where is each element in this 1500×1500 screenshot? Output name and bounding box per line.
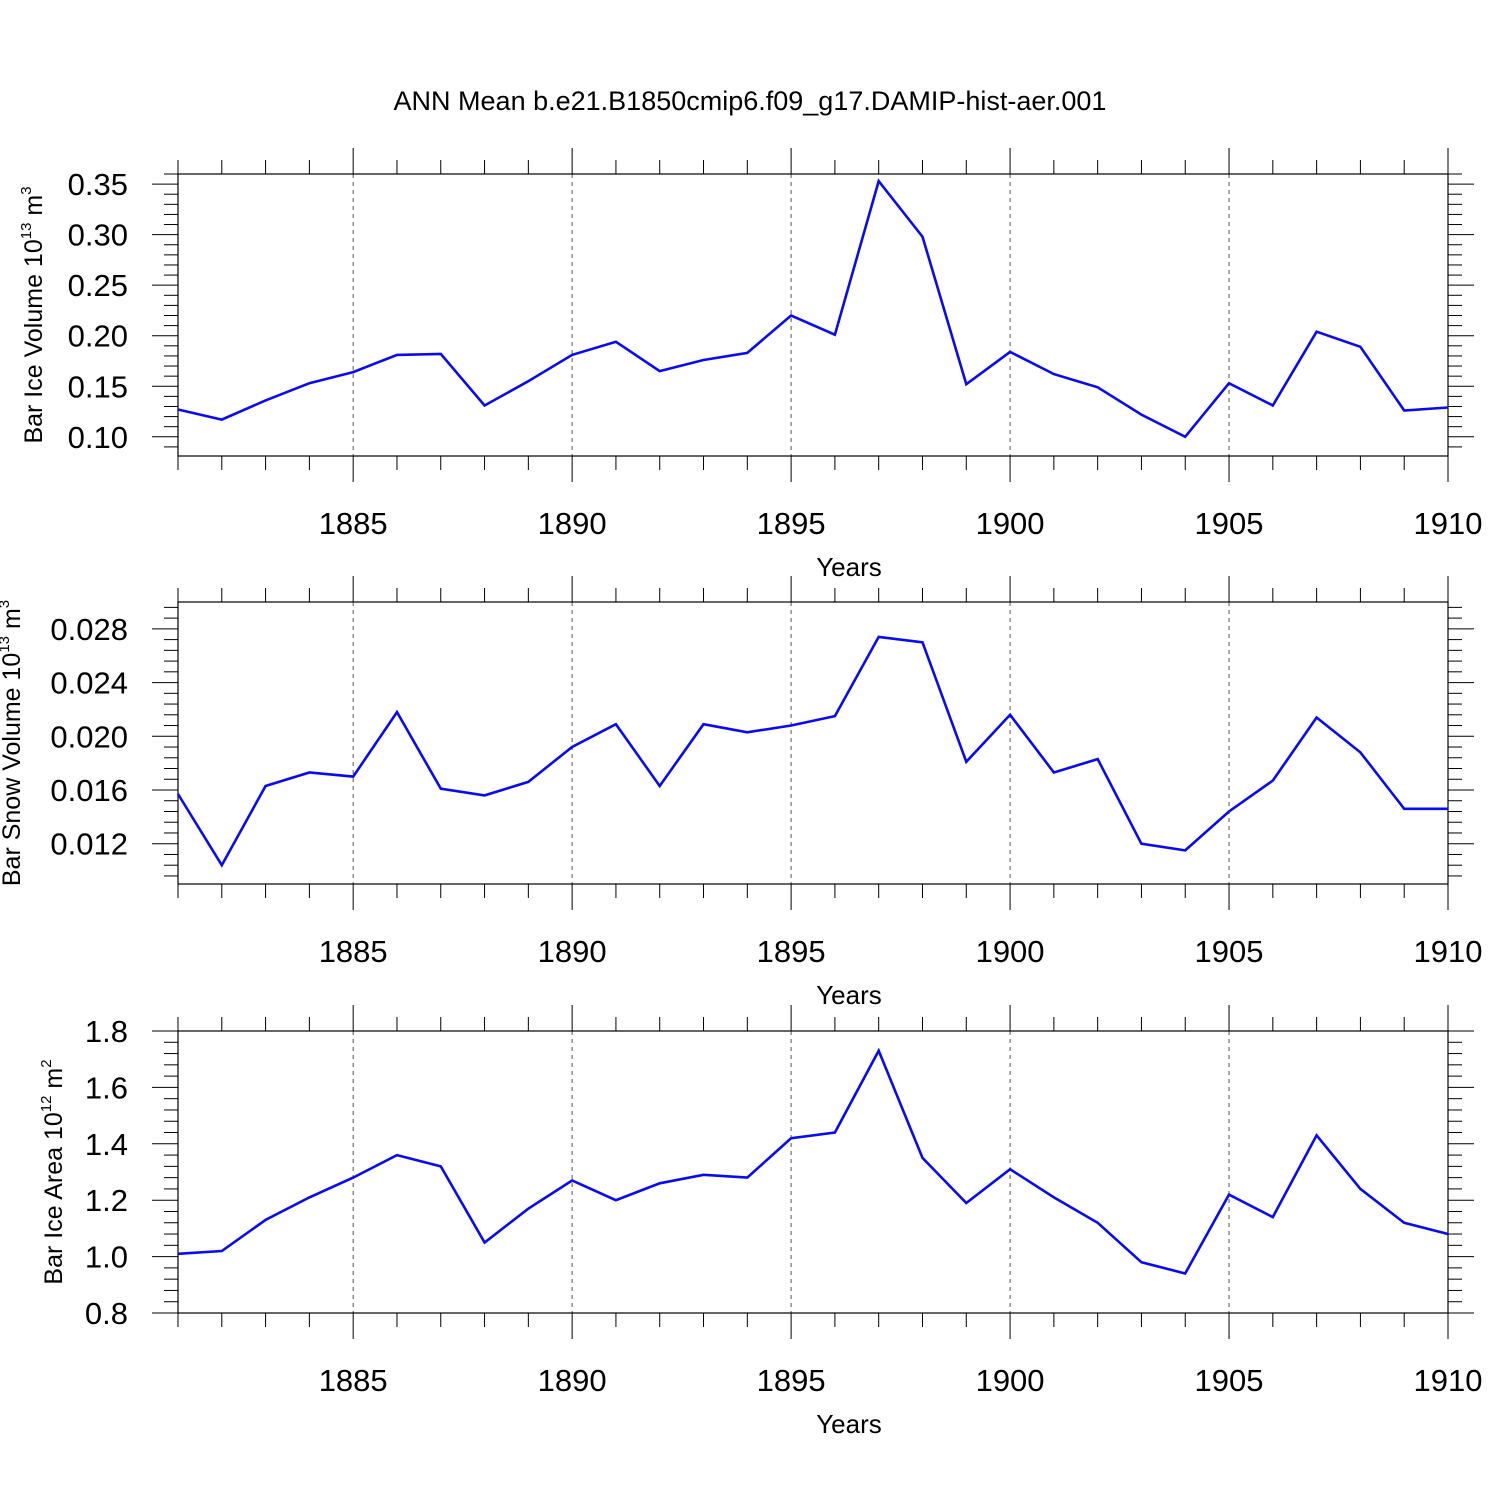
y-axis-label: Bar Ice Volume 1013 m3 bbox=[18, 186, 48, 443]
y-tick-label: 0.20 bbox=[68, 319, 128, 354]
x-axis-label: Years bbox=[816, 552, 882, 582]
y-tick-label: 0.016 bbox=[50, 773, 128, 808]
x-tick-label: 1910 bbox=[1414, 934, 1483, 969]
plot-frame bbox=[177, 173, 1449, 457]
y-tick-label: 0.020 bbox=[50, 719, 128, 754]
x-axis-label: Years bbox=[816, 1409, 882, 1439]
y-axis-label: Bar Ice Area 1012 m2 bbox=[38, 1059, 68, 1284]
chart-panel-2: 1885 1890 1895 1900 1905 1910 Years 0.012 0.016 0… bbox=[0, 576, 1482, 1010]
x-tick-label: 1895 bbox=[757, 1363, 826, 1398]
y-tick-label: 0.15 bbox=[68, 369, 128, 404]
x-tick-label: 1885 bbox=[319, 1363, 388, 1398]
x-tick-label: 1910 bbox=[1414, 506, 1483, 541]
x-tick-label: 1895 bbox=[757, 934, 826, 969]
y-tick-label: 0.35 bbox=[68, 167, 128, 202]
y-tick-label: 1.4 bbox=[85, 1127, 128, 1162]
x-tick-label: 1890 bbox=[538, 1363, 607, 1398]
y-tick-label: 0.024 bbox=[50, 666, 128, 701]
plot-frame bbox=[177, 1030, 1449, 1314]
x-tick-label: 1885 bbox=[319, 934, 388, 969]
x-tick-label: 1905 bbox=[1195, 934, 1264, 969]
x-axis-label: Years bbox=[816, 980, 882, 1010]
y-tick-label: 1.6 bbox=[85, 1070, 128, 1105]
chart-panel-1: 1885 1890 1895 1900 1905 1910 Years 0.10 0.15 0.2… bbox=[18, 148, 1482, 582]
y-tick-label: 0.8 bbox=[85, 1296, 128, 1331]
x-tick-label: 1895 bbox=[757, 506, 826, 541]
series-line bbox=[176, 635, 1448, 868]
y-axis-label: Bar Snow Volume 1013 m3 bbox=[0, 600, 26, 886]
y-tick-label: 0.028 bbox=[50, 612, 128, 647]
figure-title: ANN Mean b.e21.B1850cmip6.f09_g17.DAMIP-… bbox=[394, 86, 1107, 116]
x-tick-label: 1885 bbox=[319, 506, 388, 541]
x-tick-label: 1900 bbox=[976, 506, 1045, 541]
x-tick-label: 1890 bbox=[538, 934, 607, 969]
series-line bbox=[177, 178, 1449, 439]
y-tick-label: 0.25 bbox=[68, 268, 128, 303]
y-tick-label: 1.0 bbox=[85, 1240, 128, 1275]
x-tick-label: 1890 bbox=[538, 506, 607, 541]
x-tick-label: 1905 bbox=[1195, 1363, 1264, 1398]
plot-frame bbox=[177, 601, 1449, 885]
x-tick-label: 1905 bbox=[1195, 506, 1264, 541]
x-tick-label: 1900 bbox=[976, 1363, 1045, 1398]
chart-panel-3: 1885 1890 1895 1900 1905 1910 Years 0.8 1.0 1.2 1.… bbox=[38, 1005, 1482, 1439]
y-tick-label: 0.10 bbox=[68, 420, 128, 455]
x-tick-label: 1900 bbox=[976, 934, 1045, 969]
y-tick-label: 1.8 bbox=[85, 1014, 128, 1049]
y-tick-label: 0.012 bbox=[50, 827, 128, 862]
series-line bbox=[177, 1047, 1449, 1276]
y-tick-label: 1.2 bbox=[85, 1183, 128, 1218]
y-tick-label: 0.30 bbox=[68, 218, 128, 253]
x-tick-label: 1910 bbox=[1414, 1363, 1483, 1398]
